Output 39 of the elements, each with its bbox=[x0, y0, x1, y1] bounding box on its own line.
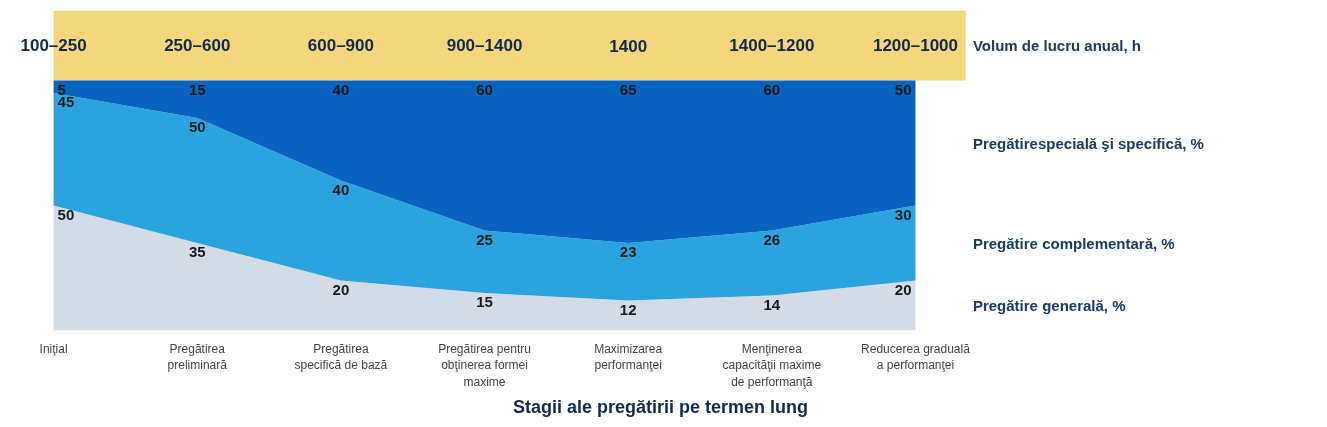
data-label: 15 bbox=[188, 80, 206, 98]
x-axis-title: Stagii ale pregătirii pe termen lung bbox=[512, 397, 809, 418]
data-label: 20 bbox=[332, 280, 350, 298]
x-tick-label: Maximizarea performanţei bbox=[594, 341, 663, 373]
data-label: 65 bbox=[619, 80, 637, 98]
data-label: 50 bbox=[894, 80, 912, 98]
data-label: 26 bbox=[763, 230, 781, 248]
data-label: 60 bbox=[763, 80, 781, 98]
data-label: 40 bbox=[332, 180, 350, 198]
data-label: 14 bbox=[763, 295, 781, 313]
text: 900–1400 bbox=[446, 36, 523, 55]
x-tick-label: Iniţial bbox=[39, 341, 68, 356]
data-label: 40 bbox=[332, 80, 350, 98]
data-label: 12 bbox=[619, 300, 637, 318]
data-label: 23 bbox=[619, 243, 637, 260]
data-label: 35 bbox=[188, 243, 206, 260]
data-label: 20 bbox=[894, 280, 912, 298]
data-label: 15 bbox=[476, 293, 493, 310]
x-tick-label: Pregătirea pentru obţinerea formei maxime bbox=[438, 341, 531, 390]
text: 1400 bbox=[609, 36, 648, 56]
data-label: 5 bbox=[57, 80, 66, 98]
text: 250–600 bbox=[164, 36, 231, 55]
data-label: 30 bbox=[894, 205, 912, 223]
data-label: 25 bbox=[476, 230, 493, 248]
text: Pregătire complementară, % bbox=[972, 234, 1175, 252]
text: 100–250 bbox=[20, 36, 87, 55]
text: Pregătire generală, % bbox=[972, 297, 1126, 314]
text: 600–900 bbox=[307, 36, 374, 55]
text: Pregătirespecială şi specifică, % bbox=[972, 134, 1204, 152]
band-label: Volum de lucru anual, h bbox=[972, 37, 1142, 54]
data-label: 60 bbox=[476, 80, 493, 98]
x-tick-label: Pregătirea specifică de bază bbox=[294, 341, 388, 373]
data-label: 50 bbox=[188, 118, 206, 135]
text: 1200–1000 bbox=[872, 36, 959, 55]
x-tick-label: Pregătirea preliminară bbox=[167, 341, 228, 373]
x-tick-label: Reducerea graduală a performanţei bbox=[861, 341, 971, 373]
data-label: 50 bbox=[57, 205, 75, 223]
x-tick-label: Menţinerea capacităţii maxime de performanţă bbox=[722, 341, 822, 390]
text: 1400–1200 bbox=[729, 36, 815, 55]
